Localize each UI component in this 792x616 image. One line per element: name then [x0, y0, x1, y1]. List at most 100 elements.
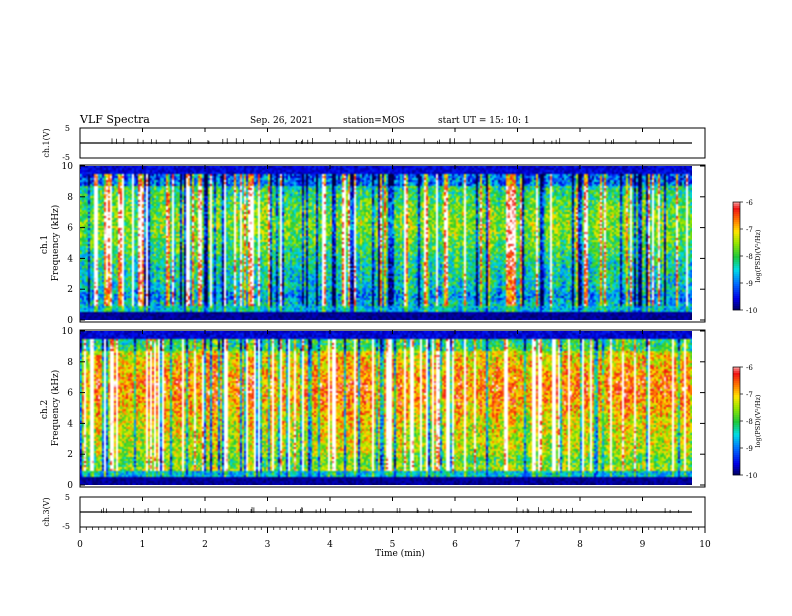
ch2-colorbar-swatch: [733, 375, 740, 378]
ch1-freq-ytick-label: 2: [67, 285, 73, 295]
ch1-colorbar-tick-label: -10: [746, 307, 757, 315]
ch1-freq-ytick-label: 0: [67, 316, 73, 326]
time-tick-label: 2: [202, 540, 208, 550]
ch2-colorbar-swatch: [733, 433, 740, 436]
ch1-colorbar-swatch: [733, 282, 740, 285]
ch1-colorbar-label: log(PSD)(V²/Hz): [754, 229, 762, 282]
ch1-colorbar-swatch: [733, 204, 740, 207]
start-time-label: start UT = 15: 10: 1: [438, 116, 530, 126]
ch1-colorbar-swatch: [733, 210, 740, 213]
ch1-freq-ytick-label: 4: [67, 254, 73, 264]
ch2-colorbar-swatch: [733, 387, 740, 390]
ch1-freq-ytick-label: 6: [67, 224, 73, 234]
ch2-colorbar-swatch: [733, 397, 740, 400]
ch2-colorbar-swatch: [733, 377, 740, 380]
ch2-colorbar-tick-label: -7: [746, 391, 753, 399]
ch2-spectrogram-panel: 0 2 4 6 8 10 ch.2 Frequency (kHz): [40, 327, 706, 491]
ch2-colorbar-swatch: [733, 431, 740, 434]
ch1-colorbar-tick-label: -6: [746, 199, 753, 207]
ch1-colorbar-swatch: [733, 244, 740, 247]
ch1-colorbar-swatch: [733, 308, 740, 311]
ch2-freq-ytick-label: 8: [67, 358, 73, 368]
ch1-spectrogram-image: [80, 166, 692, 320]
ch1-colorbar-swatch: [733, 284, 740, 287]
ch1-colorbar-swatch: [733, 258, 740, 261]
ch2-colorbar-swatch: [733, 427, 740, 430]
ch2-colorbar-swatch: [733, 403, 740, 406]
ch1-freq-ytick-label: 8: [67, 193, 73, 203]
ch1-waveform-ytick-top: 5: [65, 124, 70, 133]
time-tick-label: 7: [515, 540, 521, 550]
ch2-colorbar-swatch: [733, 453, 740, 456]
ch1-colorbar-swatch: [733, 272, 740, 275]
ch2-colorbar-swatch: [733, 425, 740, 428]
ch1-colorbar-swatch: [733, 294, 740, 297]
ch2-colorbar-swatch: [733, 457, 740, 460]
ch2-colorbar-swatch: [733, 371, 740, 374]
ch1-colorbar-swatch: [733, 212, 740, 215]
ch2-colorbar-swatch: [733, 455, 740, 458]
ch1-colorbar-swatch: [733, 216, 740, 219]
ch1-colorbar-tick-label: -7: [746, 226, 753, 234]
ch1-colorbar-swatch: [733, 232, 740, 235]
station-label: station=MOS: [343, 116, 405, 126]
ch3-waveform-panel: 5 -5 ch.3(V): [42, 493, 706, 531]
ch2-colorbar-tick-label: -8: [746, 418, 753, 426]
ch1-freq-ytick-label: 10: [62, 162, 74, 172]
ch2-freq-ytick-label: 2: [67, 450, 73, 460]
ch1-spectrogram-ylabel-freq: Frequency (kHz): [50, 205, 61, 282]
ch1-colorbar-swatch: [733, 206, 740, 209]
ch2-colorbar-swatch: [733, 407, 740, 410]
ch2-colorbar-swatch: [733, 451, 740, 454]
ch2-spectrogram-ylabel-freq: Frequency (kHz): [50, 370, 61, 447]
ch2-spectrogram-ylabel: ch.2 Frequency (kHz): [40, 370, 61, 447]
ch1-colorbar-swatch: [733, 208, 740, 211]
ch2-colorbar-swatch: [733, 469, 740, 472]
ch1-colorbar-swatch: [733, 250, 740, 253]
ch2-colorbar-swatch: [733, 435, 740, 438]
ch2-colorbar-swatch: [733, 441, 740, 444]
ch1-colorbar-swatch: [733, 290, 740, 293]
ch1-colorbar-swatch: [733, 266, 740, 269]
time-tick-label: 6: [452, 540, 458, 550]
ch1-colorbar-swatch: [733, 296, 740, 299]
ch1-colorbar-swatch: [733, 262, 740, 265]
ch2-colorbar-swatch: [733, 367, 740, 370]
ch2-colorbar-tick-label: -6: [746, 364, 753, 372]
ch1-colorbar-swatch: [733, 256, 740, 259]
ch1-colorbar-tick-label: -8: [746, 253, 753, 261]
ch2-freq-ytick-label: 4: [67, 419, 73, 429]
ch1-colorbar-swatch: [733, 306, 740, 309]
ch1-colorbar-swatch: [733, 226, 740, 229]
ch2-colorbar-swatch: [733, 417, 740, 420]
ch2-colorbar-swatch: [733, 409, 740, 412]
ch2-colorbar-swatch: [733, 411, 740, 414]
ch1-colorbar-swatch: [733, 230, 740, 233]
ch1-colorbar-swatch: [733, 286, 740, 289]
ch2-freq-ytick-label: 10: [62, 327, 74, 337]
ch1-colorbar-swatch: [733, 218, 740, 221]
ch1-colorbar-swatch: [733, 236, 740, 239]
ch1-colorbar-swatch: [733, 304, 740, 307]
ch1-colorbar-swatch: [733, 288, 740, 291]
ch1-colorbar-swatch: [733, 238, 740, 241]
figure-title: VLF Spectra: [79, 113, 150, 126]
ch2-colorbar-swatch: [733, 423, 740, 426]
ch1-colorbar-swatch: [733, 302, 740, 305]
ch2-colorbar-swatch: [733, 465, 740, 468]
ch2-colorbar-swatch: [733, 401, 740, 404]
ch2-colorbar-swatch: [733, 393, 740, 396]
ch2-colorbar-swatch: [733, 369, 740, 372]
ch1-colorbar-swatch: [733, 222, 740, 225]
ch2-colorbar-tick-label: -10: [746, 472, 757, 480]
ch2-freq-ytick-label: 0: [67, 481, 73, 491]
time-tick-label: 9: [640, 540, 646, 550]
ch2-colorbar-swatch: [733, 421, 740, 424]
ch1-colorbar: -6 -7 -8 -9 -10 log(PSD)(V²/Hz): [732, 199, 762, 315]
ch2-colorbar-swatch: [733, 391, 740, 394]
ch2-colorbar-swatch: [733, 413, 740, 416]
ch1-colorbar-swatch: [733, 270, 740, 273]
ch3-waveform-ylabel: ch.3(V): [42, 497, 51, 526]
ch2-colorbar-swatch: [733, 471, 740, 474]
ch2-colorbar-swatch: [733, 373, 740, 376]
